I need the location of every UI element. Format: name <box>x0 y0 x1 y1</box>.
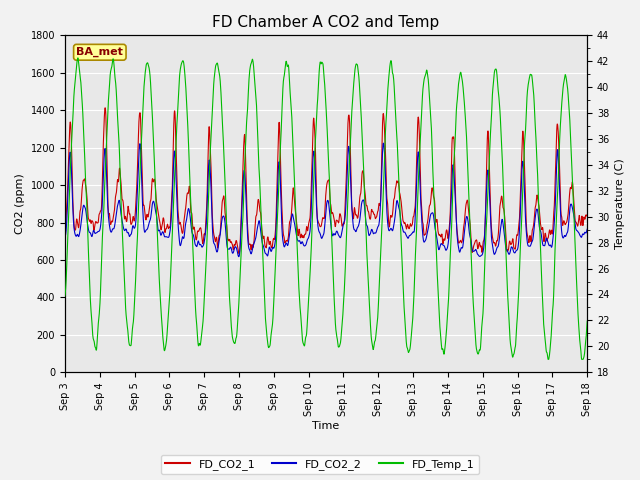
Text: BA_met: BA_met <box>76 47 124 58</box>
Y-axis label: Temperature (C): Temperature (C) <box>615 158 625 249</box>
X-axis label: Time: Time <box>312 421 340 432</box>
Y-axis label: CO2 (ppm): CO2 (ppm) <box>15 173 25 234</box>
Legend: FD_CO2_1, FD_CO2_2, FD_Temp_1: FD_CO2_1, FD_CO2_2, FD_Temp_1 <box>161 455 479 474</box>
Title: FD Chamber A CO2 and Temp: FD Chamber A CO2 and Temp <box>212 15 440 30</box>
